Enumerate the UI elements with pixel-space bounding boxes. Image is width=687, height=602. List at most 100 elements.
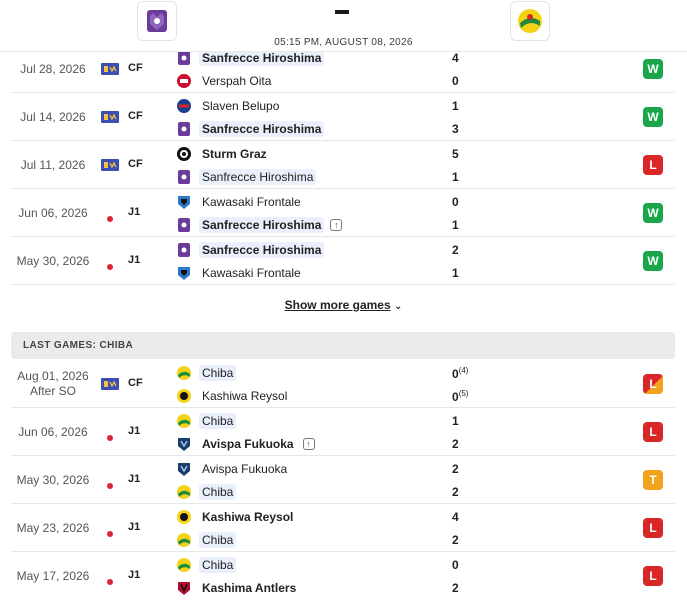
- match-date: Aug 01, 2026 After SO: [11, 369, 95, 399]
- chiba-section-header: LAST GAMES: CHIBA: [11, 332, 675, 359]
- team-line[interactable]: Chiba: [176, 482, 237, 502]
- cf-flag-icon: [101, 110, 119, 128]
- result-badge: L: [643, 518, 663, 538]
- score-value: 2: [452, 437, 459, 451]
- chiba-logo-icon: [176, 532, 192, 548]
- match-date: May 30, 2026: [11, 473, 95, 487]
- show-more-button[interactable]: Show more games ⌄: [284, 298, 403, 312]
- avispa-logo-icon: [176, 461, 192, 477]
- match-row[interactable]: Aug 01, 2026 After SO CF Chiba 0(4) Kashiwa R…: [11, 360, 675, 408]
- team-line[interactable]: Chiba: [176, 530, 237, 550]
- match-row[interactable]: May 30, 2026 J1 Sanfrecce Hiroshima 2 Kawasa…: [11, 237, 675, 285]
- score-value: 1: [452, 414, 459, 428]
- team-line[interactable]: Sanfrecce Hiroshima: [176, 119, 325, 139]
- score: 2: [452, 581, 459, 595]
- team-line[interactable]: Avispa Fukuoka: [176, 459, 290, 479]
- score-value: 0: [452, 195, 459, 209]
- match-row[interactable]: Jul 11, 2026 CF Sturm Graz 5 Sanfrecce Hiros…: [11, 141, 675, 189]
- score: 2: [452, 243, 459, 257]
- team-line[interactable]: Slaven Belupo: [176, 96, 282, 116]
- competition-name: J1: [128, 521, 141, 533]
- team-name: Verspah Oita: [202, 74, 272, 88]
- home-team-logo[interactable]: [137, 1, 177, 41]
- sanfrecce-logo-icon: [176, 217, 192, 233]
- slaven-logo-icon: [176, 98, 192, 114]
- match-row[interactable]: Jul 14, 2026 CF Slaven Belupo 1 Sanfrecce Hi…: [11, 93, 675, 141]
- score-value: 5: [452, 147, 459, 161]
- score: 1: [452, 99, 459, 113]
- japan-flag-icon: [107, 476, 113, 494]
- team-line[interactable]: Sturm Graz: [176, 144, 270, 164]
- match-row[interactable]: Jun 06, 2026 J1 Kawasaki Frontale 0 Sanfrecc…: [11, 189, 675, 237]
- team-line[interactable]: Chiba: [176, 411, 237, 431]
- team-name: Kawasaki Frontale: [202, 195, 301, 209]
- match-row[interactable]: May 23, 2026 J1 Kashiwa Reysol 4 Chiba 2 L: [11, 504, 675, 552]
- match-row[interactable]: Jun 06, 2026 J1 Chiba 1 Avispa Fukuoka ↑ 2 L: [11, 408, 675, 456]
- match-date-text: Jul 14, 2026: [20, 110, 86, 124]
- kashiwa-logo-icon: [176, 388, 192, 404]
- score: 2: [452, 437, 459, 451]
- competition-name: CF: [128, 110, 143, 122]
- japan-flag-icon: [107, 524, 113, 542]
- team-line[interactable]: Kawasaki Frontale: [176, 192, 304, 212]
- match-row[interactable]: May 17, 2026 J1 Chiba 0 Kashima Antlers 2 L: [11, 552, 675, 600]
- team-line[interactable]: Kawasaki Frontale: [176, 263, 304, 283]
- score: 1: [452, 414, 459, 428]
- hiroshima-games-list: Jul 28, 2026 CF Sanfrecce Hiroshima 4 Verspa…: [11, 45, 675, 285]
- match-row[interactable]: May 30, 2026 J1 Avispa Fukuoka 2 Chiba 2 T: [11, 456, 675, 504]
- team-name: Slaven Belupo: [202, 99, 280, 113]
- team-name: Sanfrecce Hiroshima: [199, 121, 325, 137]
- score: 4: [452, 51, 459, 65]
- match-date: Jul 11, 2026: [11, 158, 95, 172]
- score: 2: [452, 485, 459, 499]
- match-date-text: Jul 11, 2026: [20, 158, 86, 172]
- score-value: 4: [452, 510, 459, 524]
- score: 3: [452, 122, 459, 136]
- result-badge: L: [643, 374, 663, 394]
- cf-flag-icon: [101, 62, 119, 80]
- team-line[interactable]: Sanfrecce Hiroshima: [176, 48, 325, 68]
- team-name: Avispa Fukuoka: [202, 462, 288, 476]
- team-line[interactable]: Avispa Fukuoka ↑: [176, 434, 315, 454]
- competition-name: J1: [128, 206, 141, 218]
- team-line[interactable]: Kashiwa Reysol: [176, 386, 290, 406]
- score-value: 3: [452, 122, 459, 136]
- team-line[interactable]: Kashiwa Reysol: [176, 507, 296, 527]
- score: 1: [452, 170, 459, 184]
- score: 1: [452, 266, 459, 280]
- team-line[interactable]: Chiba: [176, 555, 237, 575]
- team-name: Kashiwa Reysol: [202, 389, 288, 403]
- team-line[interactable]: Sanfrecce Hiroshima ↑: [176, 215, 343, 235]
- chiba-logo-icon: [176, 365, 192, 381]
- cf-flag-icon: [101, 377, 119, 395]
- match-date: May 30, 2026: [11, 254, 95, 268]
- verspah-logo-icon: [176, 73, 192, 89]
- avispa-logo-icon: [176, 436, 192, 452]
- competition-name: J1: [128, 473, 141, 485]
- sanfrecce-logo-icon: [176, 169, 192, 185]
- team-name: Sturm Graz: [202, 147, 267, 161]
- away-team-logo[interactable]: [510, 1, 550, 41]
- team-line[interactable]: Sanfrecce Hiroshima: [176, 240, 325, 260]
- team-name: Sanfrecce Hiroshima: [199, 50, 325, 66]
- team-line[interactable]: Sanfrecce Hiroshima: [176, 167, 317, 187]
- team-name: Avispa Fukuoka: [202, 437, 294, 451]
- match-date-text: Aug 01, 2026: [17, 369, 89, 383]
- score-value: 0: [452, 74, 459, 88]
- sanfrecce-logo-icon: [176, 121, 192, 137]
- result-badge: W: [643, 203, 663, 223]
- match-datetime: 05:15 PM, AUGUST 08, 2026: [274, 37, 413, 48]
- match-date: Jul 28, 2026: [11, 62, 95, 76]
- team-line[interactable]: Verspah Oita: [176, 71, 274, 91]
- score: 5: [452, 147, 459, 161]
- sturm-logo-icon: [176, 146, 192, 162]
- match-date: Jun 06, 2026: [11, 425, 95, 439]
- result-badge: W: [643, 107, 663, 127]
- chiba-games-list: Aug 01, 2026 After SO CF Chiba 0(4) Kashiwa R…: [11, 360, 675, 600]
- score: 0(4): [452, 366, 468, 381]
- match-date-text: May 30, 2026: [16, 473, 90, 487]
- team-line[interactable]: Chiba: [176, 363, 237, 383]
- advance-arrow-icon: ↑: [330, 219, 343, 231]
- team-line[interactable]: Kashima Antlers: [176, 578, 299, 598]
- match-row[interactable]: Jul 28, 2026 CF Sanfrecce Hiroshima 4 Verspa…: [11, 45, 675, 93]
